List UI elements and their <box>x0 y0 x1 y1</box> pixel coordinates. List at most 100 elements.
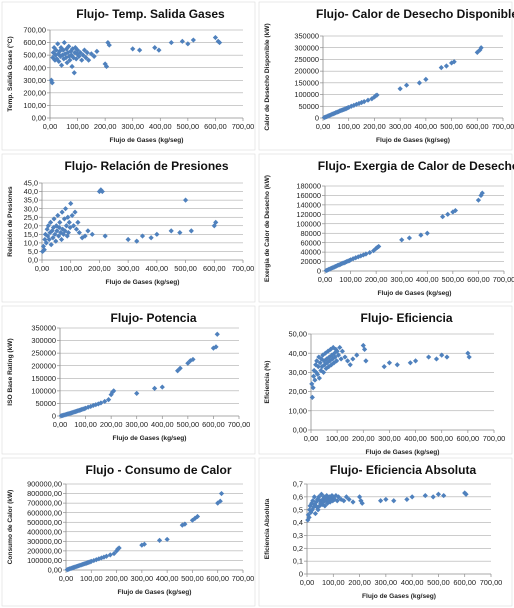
data-point <box>63 223 70 229</box>
data-point <box>475 197 482 203</box>
y-tick-label: 35,0 <box>24 196 38 205</box>
data-point <box>96 556 102 562</box>
data-point <box>72 50 78 56</box>
y-tick-label: 0 <box>315 114 319 123</box>
data-point <box>68 48 74 54</box>
x-tick-label: 0,00 <box>318 275 332 284</box>
data-point <box>47 230 53 236</box>
y-tick-label: 500,00 <box>23 51 46 60</box>
scatter-chart-1: Flujo- Temp. Salida Gases 0,00 100,00 200,0… <box>1 1 256 151</box>
data-point <box>354 352 360 358</box>
y-tick-label: 100,00 <box>23 101 46 110</box>
y-tick-label: 0,0 <box>28 256 38 265</box>
data-point <box>438 65 444 71</box>
data-point <box>89 231 95 237</box>
data-point <box>77 50 83 56</box>
data-point <box>185 41 191 47</box>
y-tick-label: 0,00 <box>48 566 62 575</box>
x-tick-label: 700,00 <box>493 275 514 284</box>
data-point <box>58 45 64 51</box>
data-point <box>134 390 140 396</box>
data-point <box>50 235 56 241</box>
scatter-chart-3: Flujo- Relación de Presiones 0,05,010,015… <box>1 153 256 303</box>
data-point <box>52 57 58 63</box>
data-point <box>70 55 77 61</box>
data-point <box>214 331 220 337</box>
data-point <box>363 358 369 364</box>
data-point <box>152 45 158 51</box>
y-tick-label: 50000 <box>298 102 319 111</box>
data-point <box>137 47 143 53</box>
x-tick-label: 100,00 <box>80 574 103 583</box>
x-tick-label: 700,00 <box>232 574 255 583</box>
data-point <box>67 57 73 63</box>
y-tick-label: 300000 <box>31 336 56 345</box>
data-point <box>86 57 92 63</box>
data-point <box>313 369 319 375</box>
data-point <box>474 49 480 55</box>
x-tick-label: 200,00 <box>105 574 128 583</box>
data-point <box>69 212 75 219</box>
data-point <box>430 494 436 500</box>
y-tick-label: 0,3 <box>293 531 303 540</box>
data-point <box>88 51 94 57</box>
data-point <box>79 235 85 241</box>
data-point <box>50 50 56 56</box>
chart-panel-5: Flujo- Potencia 0 50000 100000 150000 200000 2… <box>0 304 257 456</box>
data-point <box>48 242 54 248</box>
y-tick-label: 50000 <box>35 399 56 408</box>
chart-title: Flujo- Temp. Salida Gases <box>76 7 225 21</box>
data-point <box>62 206 69 212</box>
data-point <box>102 398 108 405</box>
chart-panel-4: Flujo- Exergia de Calor de Desecho 0 20000… <box>257 152 514 304</box>
data-point <box>337 344 343 351</box>
x-tick-label: 600,00 <box>204 122 227 131</box>
data-point <box>116 545 122 551</box>
data-point <box>218 490 225 497</box>
data-point <box>73 56 79 62</box>
data-point <box>479 190 485 196</box>
data-point <box>212 34 219 41</box>
chart-panel-6: Flujo- Eficiencia 0,00 10,00 20,00 30,00 40,0… <box>257 304 514 456</box>
y-tick-label: 400,00 <box>23 63 46 72</box>
data-point <box>426 354 432 360</box>
y-tick-label: 400000,00 <box>27 527 62 536</box>
x-tick-label: 0,00 <box>53 420 67 429</box>
x-axis-label: Flujo de Gases (kg/seg) <box>117 589 191 596</box>
data-point <box>79 57 85 63</box>
chart-title: Flujo- Calor de Desecho Disponible <box>316 7 514 21</box>
y-tick-label: 100000 <box>294 90 319 99</box>
y-axis-label: Temp. Salida Gases (°C) <box>6 36 14 111</box>
scatter-chart-5: Flujo- Potencia 0 50000 100000 150000 200000 2… <box>1 305 256 455</box>
data-point <box>134 238 140 244</box>
y-tick-label: 200000,00 <box>27 546 62 555</box>
data-point <box>125 236 131 243</box>
y-tick-label: 0,1 <box>293 557 303 566</box>
chart-frame <box>258 457 513 607</box>
data-point <box>76 53 82 59</box>
scatter-chart-4: Flujo- Exergia de Calor de Desecho 020000… <box>258 153 514 303</box>
data-point <box>335 352 342 358</box>
data-point <box>103 63 110 70</box>
data-point <box>55 41 61 47</box>
x-tick-label: 500,00 <box>174 264 197 273</box>
y-tick-label: 5,0 <box>28 247 38 256</box>
data-point <box>215 38 221 44</box>
y-axis-label: Calor de Desecho Disponible (kW) <box>264 23 271 130</box>
x-tick-label: 0,00 <box>43 122 57 131</box>
data-point <box>159 384 165 390</box>
y-axis-label: ISO Base Rating (kW) <box>7 338 14 405</box>
data-point <box>69 63 75 70</box>
y-tick-label: 180000 <box>296 182 321 191</box>
data-point <box>327 499 333 505</box>
data-point <box>81 47 88 53</box>
chart-frame <box>258 1 513 151</box>
x-tick-label: 600,00 <box>206 574 229 583</box>
y-tick-label: 120000 <box>296 210 321 219</box>
x-tick-label: 100,00 <box>59 264 82 273</box>
data-point <box>45 223 51 229</box>
data-point <box>75 219 81 225</box>
x-axis-label: Flujo de Gases (kg/seg) <box>377 290 451 297</box>
x-tick-label: 400,00 <box>415 122 438 131</box>
